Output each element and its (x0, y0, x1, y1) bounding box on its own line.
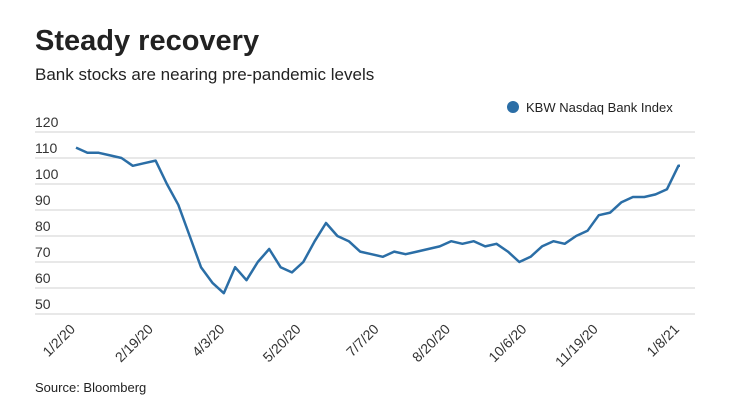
x-tick-label: 10/6/20 (485, 321, 529, 365)
source: Source: Bloomberg (35, 380, 146, 395)
x-tick-label: 8/20/20 (409, 321, 453, 365)
x-tick-label: 2/19/20 (112, 321, 156, 365)
y-tick-label: 50 (35, 296, 51, 312)
x-tick-label: 1/8/21 (643, 321, 682, 360)
chart-subtitle: Bank stocks are nearing pre-pandemic lev… (35, 65, 374, 84)
x-tick-label: 1/2/20 (39, 321, 78, 360)
x-tick-label: 4/3/20 (189, 321, 228, 360)
line (75, 146, 680, 295)
y-tick-label: 120 (35, 114, 59, 130)
chart-title: Steady recovery (35, 25, 259, 57)
legend-label: KBW Nasdaq Bank Index (526, 100, 673, 115)
y-tick-label: 60 (35, 270, 51, 286)
x-tick-label: 5/20/20 (259, 321, 303, 365)
x-tick-label: 7/7/20 (343, 321, 382, 360)
y-tick-label: 100 (35, 166, 59, 182)
legend-marker (507, 101, 519, 113)
y-tick-label: 70 (35, 244, 51, 260)
y-tick-label: 110 (35, 140, 58, 156)
y-tick-label: 80 (35, 218, 51, 234)
y-tick-label: 90 (35, 192, 51, 208)
x-tick-label: 11/19/20 (552, 321, 601, 370)
